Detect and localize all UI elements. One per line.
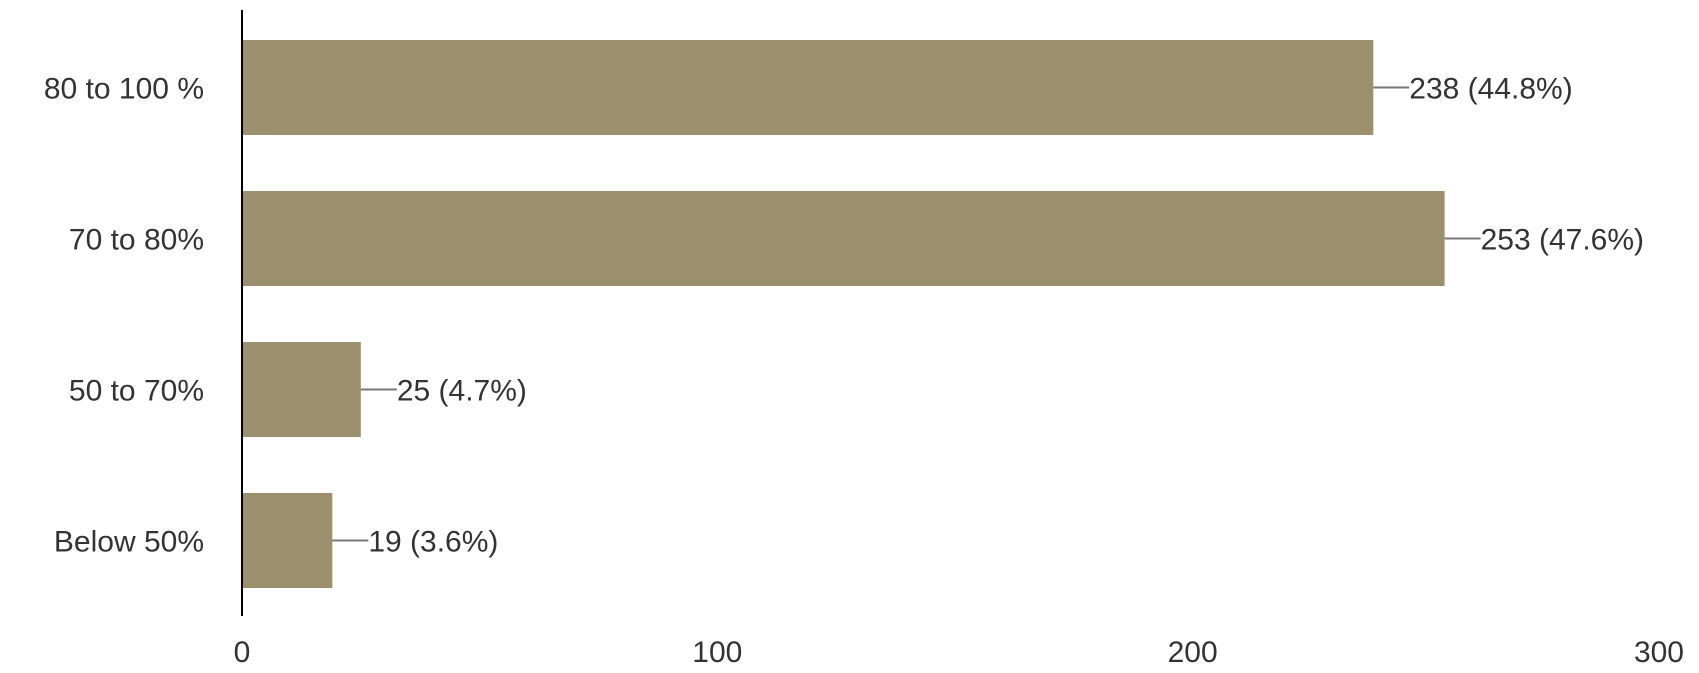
x-tick-label: 100 bbox=[692, 636, 742, 669]
category-label: 50 to 70% bbox=[69, 375, 204, 408]
category-label: 70 to 80% bbox=[69, 224, 204, 257]
bar-4 bbox=[242, 493, 333, 588]
data-label: 238 (44.8%) bbox=[1409, 73, 1572, 106]
bar-3 bbox=[242, 342, 361, 437]
x-tick-label: 0 bbox=[234, 636, 251, 669]
bar-2 bbox=[242, 191, 1445, 286]
data-label: 253 (47.6%) bbox=[1481, 224, 1644, 257]
category-label: Below 50% bbox=[54, 526, 204, 559]
bar-1 bbox=[242, 40, 1374, 135]
data-label: 25 (4.7%) bbox=[397, 375, 527, 408]
category-label: 80 to 100 % bbox=[44, 73, 204, 106]
x-tick-label: 200 bbox=[1168, 636, 1218, 669]
data-label: 19 (3.6%) bbox=[368, 526, 498, 559]
x-tick-label: 300 bbox=[1634, 636, 1684, 669]
